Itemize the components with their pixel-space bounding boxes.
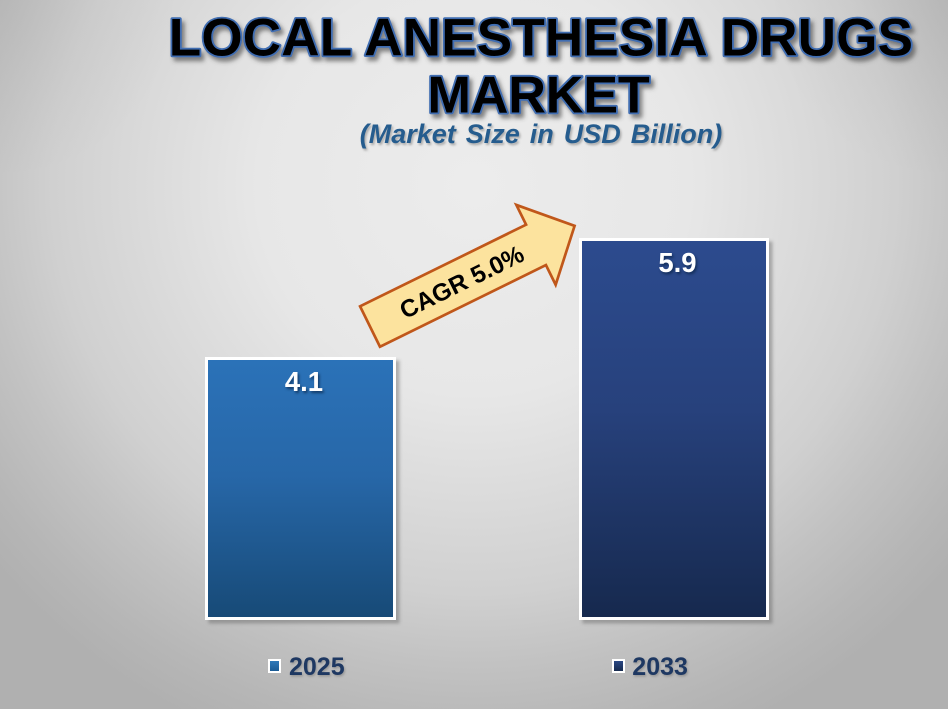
svg-text:MARKET: MARKET [427,67,649,125]
svg-text:LOCAL ANESTHESIA DRUGS: LOCAL ANESTHESIA DRUGS [169,9,914,68]
